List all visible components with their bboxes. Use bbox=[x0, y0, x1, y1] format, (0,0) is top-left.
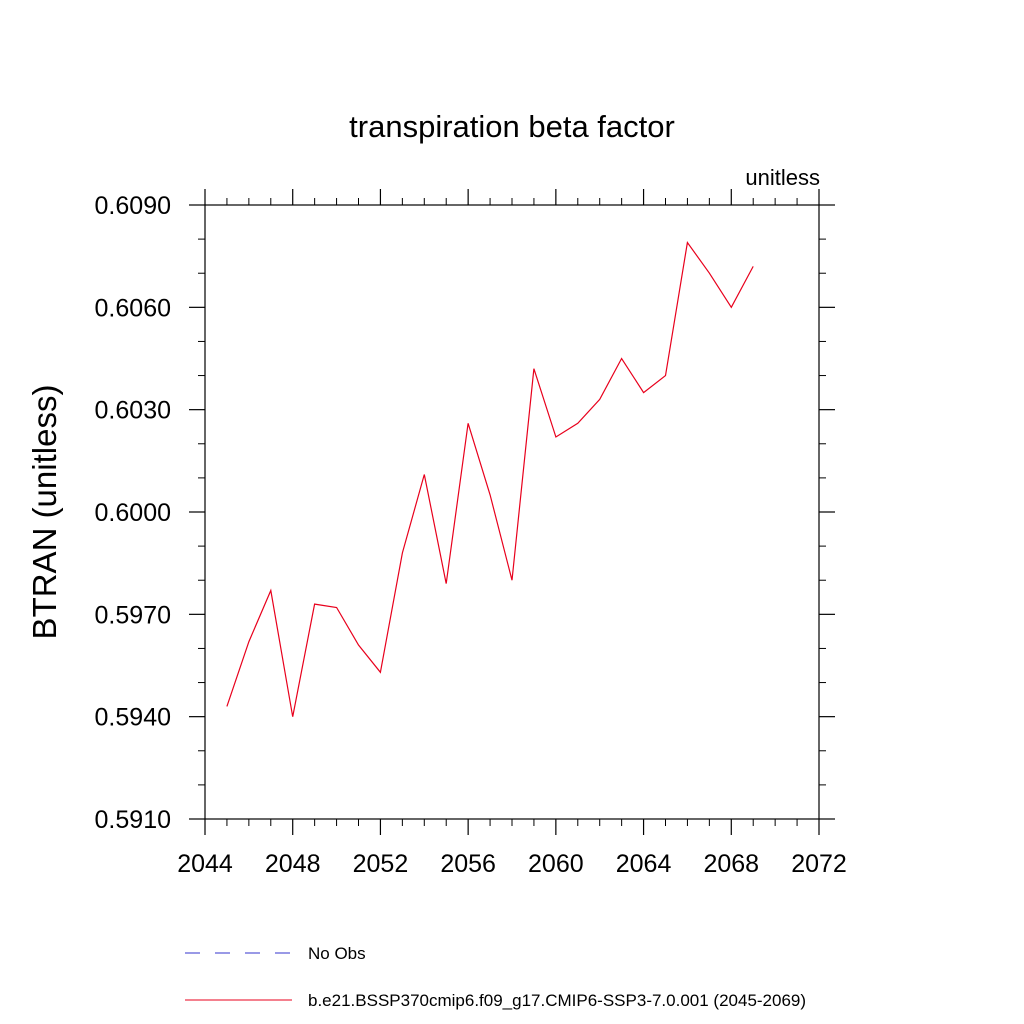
legend: No Obs b.e21.BSSP370cmip6.f09_g17.CMIP6-S… bbox=[185, 944, 806, 1010]
y-tick-label: 0.6090 bbox=[95, 192, 171, 220]
y-tick-label: 0.5940 bbox=[95, 704, 171, 732]
x-tick-label: 2072 bbox=[791, 850, 847, 878]
x-tick-label: 2044 bbox=[177, 850, 233, 878]
legend-label: b.e21.BSSP370cmip6.f09_g17.CMIP6-SSP3-7.… bbox=[308, 991, 806, 1010]
x-tick-label: 2052 bbox=[353, 850, 409, 878]
y-tick-label: 0.5970 bbox=[95, 601, 171, 629]
y-axis-label: BTRAN (unitless) bbox=[26, 385, 63, 640]
y-tick-label: 0.6030 bbox=[95, 397, 171, 425]
series-line-0 bbox=[226, 240, 754, 717]
x-tick-label: 2060 bbox=[528, 850, 584, 878]
x-tick-label: 2068 bbox=[703, 850, 759, 878]
plot-frame bbox=[204, 204, 820, 820]
x-tick-label: 2056 bbox=[440, 850, 496, 878]
y-tick-label: 0.6060 bbox=[95, 294, 171, 322]
x-tick-label: 2064 bbox=[616, 850, 672, 878]
legend-label: No Obs bbox=[308, 944, 366, 963]
units-label: unitless bbox=[745, 165, 820, 190]
plot-area: 2044 2048 2052 2056 2060 2064 2068 2072 0.5910 0.… bbox=[95, 189, 847, 878]
chart-title: transpiration beta factor bbox=[349, 109, 675, 144]
y-tick-label: 0.6000 bbox=[95, 499, 171, 527]
x-tick-label: 2048 bbox=[265, 850, 321, 878]
y-tick-label: 0.5910 bbox=[95, 806, 171, 834]
